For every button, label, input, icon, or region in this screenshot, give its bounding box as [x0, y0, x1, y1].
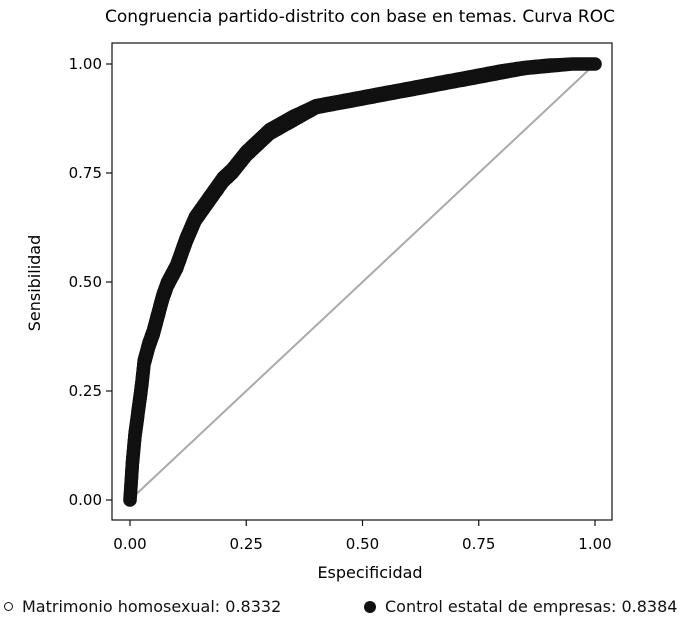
- x-tick-label: 0.50: [346, 535, 379, 553]
- roc-point: [588, 57, 602, 71]
- series-layer: [123, 57, 602, 507]
- open-circle-icon: [4, 602, 13, 611]
- y-tick-label: 0.75: [69, 164, 102, 182]
- legend-item-matrimonio: Matrimonio homosexual: 0.8332: [4, 597, 281, 616]
- roc-chart: Congruencia partido-distrito con base en…: [25, 7, 615, 582]
- reference-diagonal-line: [129, 63, 596, 501]
- x-tick-label: 0.00: [113, 535, 146, 553]
- y-tick-label: 0.00: [69, 491, 102, 509]
- x-tick-label: 0.25: [230, 535, 263, 553]
- legend-label: Control estatal de empresas: 0.8384: [385, 597, 678, 616]
- y-tick-label: 0.25: [69, 382, 102, 400]
- y-tick-label: 0.50: [69, 273, 102, 291]
- y-axis-label: Sensibilidad: [25, 235, 44, 332]
- series-2-markers: [123, 57, 602, 507]
- legend-item-control-estatal: Control estatal de empresas: 0.8384: [364, 597, 677, 616]
- x-tick-label: 1.00: [578, 535, 611, 553]
- x-tick-label: 0.75: [462, 535, 495, 553]
- legend-label: Matrimonio homosexual: 0.8332: [22, 597, 282, 616]
- y-tick-label: 1.00: [69, 55, 102, 73]
- chart-title: Congruencia partido-distrito con base en…: [105, 7, 615, 27]
- axis-ticks: 0.00 0.25 0.50 0.75 1.00 0.00 0.25 0.50 0.75 1.00: [69, 55, 612, 553]
- x-axis-label: Especificidad: [317, 563, 422, 582]
- filled-circle-icon: [364, 600, 376, 613]
